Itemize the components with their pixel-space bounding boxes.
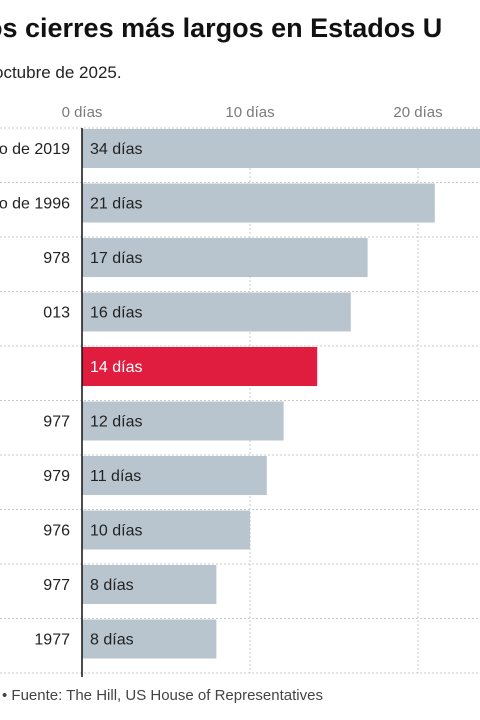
- category-label: 1977: [34, 632, 70, 649]
- bar-value-label: 8 días: [90, 632, 134, 649]
- bar: [82, 238, 368, 277]
- bar-value-label: 14 días: [90, 359, 142, 376]
- bar: [82, 619, 217, 659]
- category-label: 013: [43, 305, 70, 322]
- category-label: 979: [43, 468, 70, 485]
- chart-subtitle: octubre de 2025.: [0, 63, 122, 82]
- bar-value-label: 12 días: [90, 414, 142, 431]
- bar-value-label: 11 días: [90, 468, 141, 485]
- bar-value-label: 10 días: [90, 523, 142, 540]
- bar: [82, 292, 351, 332]
- bar: [82, 401, 284, 441]
- bar-value-label: 34 días: [90, 141, 142, 158]
- category-label: 976: [43, 523, 70, 540]
- x-tick-label: 20 días: [393, 104, 442, 121]
- bar-value-label: 17 días: [90, 250, 142, 267]
- bar: [82, 183, 435, 223]
- bar: [82, 347, 318, 386]
- source-note: • Fuente: The Hill, US House of Represen…: [2, 687, 323, 704]
- bar: [82, 510, 250, 550]
- category-label: 977: [43, 414, 70, 431]
- x-tick-label: 10 días: [225, 104, 274, 121]
- category-label: 977: [43, 577, 70, 594]
- bar: [82, 565, 217, 604]
- x-tick-label: 0 días: [62, 104, 103, 121]
- category-label: o de 2019: [0, 141, 70, 158]
- bar-chart: 0 días 10 días 20 días 34 días o de 2019 21 d…: [0, 104, 480, 677]
- chart-title: os cierres más largos en Estados U: [0, 13, 443, 43]
- bar-value-label: 21 días: [90, 196, 142, 213]
- bar: [82, 456, 267, 495]
- bar-value-label: 16 días: [90, 305, 142, 322]
- category-label: o de 1996: [0, 196, 70, 213]
- bar-value-label: 8 días: [90, 577, 134, 594]
- bar: [82, 129, 480, 168]
- category-label: 978: [43, 250, 70, 267]
